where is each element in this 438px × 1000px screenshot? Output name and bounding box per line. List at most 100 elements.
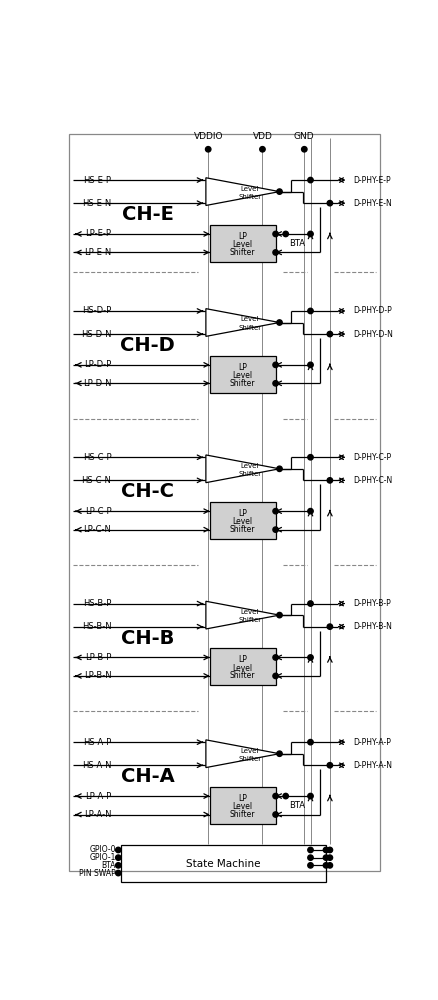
Circle shape xyxy=(273,231,278,237)
Text: PIN SWAP: PIN SWAP xyxy=(79,869,116,878)
Circle shape xyxy=(327,763,332,768)
Text: LP-B-P: LP-B-P xyxy=(85,653,111,662)
Text: HS-B-N: HS-B-N xyxy=(82,622,111,631)
Text: Shifter: Shifter xyxy=(230,248,255,257)
Polygon shape xyxy=(206,601,279,629)
Circle shape xyxy=(308,601,313,606)
Circle shape xyxy=(308,855,313,860)
Circle shape xyxy=(273,673,278,679)
Text: LP-D-P: LP-D-P xyxy=(84,360,111,369)
Circle shape xyxy=(273,362,278,368)
Text: Shifter: Shifter xyxy=(230,525,255,534)
Text: D-PHY-D-N: D-PHY-D-N xyxy=(353,330,393,339)
Bar xyxy=(210,225,276,262)
Text: LP-A-N: LP-A-N xyxy=(84,810,111,819)
Text: HS-C-N: HS-C-N xyxy=(81,476,111,485)
Circle shape xyxy=(327,855,332,860)
Circle shape xyxy=(323,847,328,853)
Circle shape xyxy=(308,362,313,368)
Circle shape xyxy=(116,847,121,853)
Text: Shifter: Shifter xyxy=(238,471,261,477)
Text: CH-D: CH-D xyxy=(120,336,175,355)
Circle shape xyxy=(116,870,121,876)
Text: D-PHY-B-N: D-PHY-B-N xyxy=(353,622,392,631)
Circle shape xyxy=(308,863,313,868)
Text: LP: LP xyxy=(238,794,247,803)
Bar xyxy=(120,845,326,882)
Text: VDDIO: VDDIO xyxy=(194,132,223,141)
Circle shape xyxy=(308,177,313,183)
Circle shape xyxy=(308,739,313,745)
Text: CH-A: CH-A xyxy=(121,767,175,786)
Text: LP-C-P: LP-C-P xyxy=(85,507,111,516)
Text: D-PHY-B-P: D-PHY-B-P xyxy=(353,599,391,608)
Text: VDD: VDD xyxy=(253,132,272,141)
Circle shape xyxy=(283,793,288,799)
Circle shape xyxy=(273,508,278,514)
Circle shape xyxy=(327,331,332,337)
Circle shape xyxy=(277,320,282,325)
Circle shape xyxy=(273,812,278,817)
Text: Level: Level xyxy=(232,517,252,526)
Text: LP-E-P: LP-E-P xyxy=(85,229,111,238)
Text: Shifter: Shifter xyxy=(238,617,261,624)
Text: Shifter: Shifter xyxy=(238,756,261,762)
Circle shape xyxy=(302,147,307,152)
Text: GPIO-0: GPIO-0 xyxy=(89,845,116,854)
Circle shape xyxy=(308,847,313,853)
Text: D-PHY-D-P: D-PHY-D-P xyxy=(353,306,392,315)
Text: Level: Level xyxy=(241,186,259,192)
Circle shape xyxy=(273,793,278,799)
Text: LP-C-N: LP-C-N xyxy=(84,525,111,534)
Text: HS-C-P: HS-C-P xyxy=(83,453,111,462)
Circle shape xyxy=(277,189,282,194)
Text: Level: Level xyxy=(241,463,259,469)
Circle shape xyxy=(277,751,282,756)
Text: D-PHY-E-P: D-PHY-E-P xyxy=(353,176,391,185)
Text: CH-C: CH-C xyxy=(121,482,174,501)
Circle shape xyxy=(308,308,313,314)
Text: Shifter: Shifter xyxy=(230,379,255,388)
Text: GPIO-1: GPIO-1 xyxy=(90,853,116,862)
Text: State Machine: State Machine xyxy=(186,859,260,869)
Text: CH-B: CH-B xyxy=(121,629,174,648)
Polygon shape xyxy=(206,309,279,336)
Text: LP-D-N: LP-D-N xyxy=(83,379,111,388)
Text: Shifter: Shifter xyxy=(230,810,255,819)
Bar xyxy=(210,502,276,539)
Circle shape xyxy=(116,863,121,868)
Circle shape xyxy=(277,466,282,472)
Bar xyxy=(210,648,276,685)
Text: GND: GND xyxy=(294,132,314,141)
Text: LP-B-N: LP-B-N xyxy=(84,671,111,680)
Circle shape xyxy=(327,624,332,629)
Circle shape xyxy=(260,147,265,152)
Bar xyxy=(210,356,276,393)
Polygon shape xyxy=(206,740,279,768)
Circle shape xyxy=(273,655,278,660)
Text: HS-D-P: HS-D-P xyxy=(82,306,111,315)
Text: HS-E-P: HS-E-P xyxy=(83,176,111,185)
Text: Level: Level xyxy=(232,664,252,673)
Text: HS-B-P: HS-B-P xyxy=(83,599,111,608)
Text: Shifter: Shifter xyxy=(230,671,255,680)
Text: HS-E-N: HS-E-N xyxy=(82,199,111,208)
Circle shape xyxy=(283,231,288,237)
Text: LP: LP xyxy=(238,363,247,372)
Text: LP: LP xyxy=(238,655,247,664)
Text: LP-A-P: LP-A-P xyxy=(85,792,111,801)
Text: Shifter: Shifter xyxy=(238,325,261,331)
Text: LP: LP xyxy=(238,232,247,241)
Circle shape xyxy=(308,231,313,237)
Text: D-PHY-E-N: D-PHY-E-N xyxy=(353,199,392,208)
Circle shape xyxy=(308,793,313,799)
Circle shape xyxy=(308,655,313,660)
Text: Level: Level xyxy=(232,802,252,811)
Text: Level: Level xyxy=(241,316,259,322)
Text: HS-A-P: HS-A-P xyxy=(83,738,111,747)
Text: D-PHY-C-N: D-PHY-C-N xyxy=(353,476,392,485)
Text: HS-D-N: HS-D-N xyxy=(81,330,111,339)
Text: D-PHY-C-P: D-PHY-C-P xyxy=(353,453,391,462)
Circle shape xyxy=(273,250,278,255)
Text: BTA: BTA xyxy=(290,801,306,810)
